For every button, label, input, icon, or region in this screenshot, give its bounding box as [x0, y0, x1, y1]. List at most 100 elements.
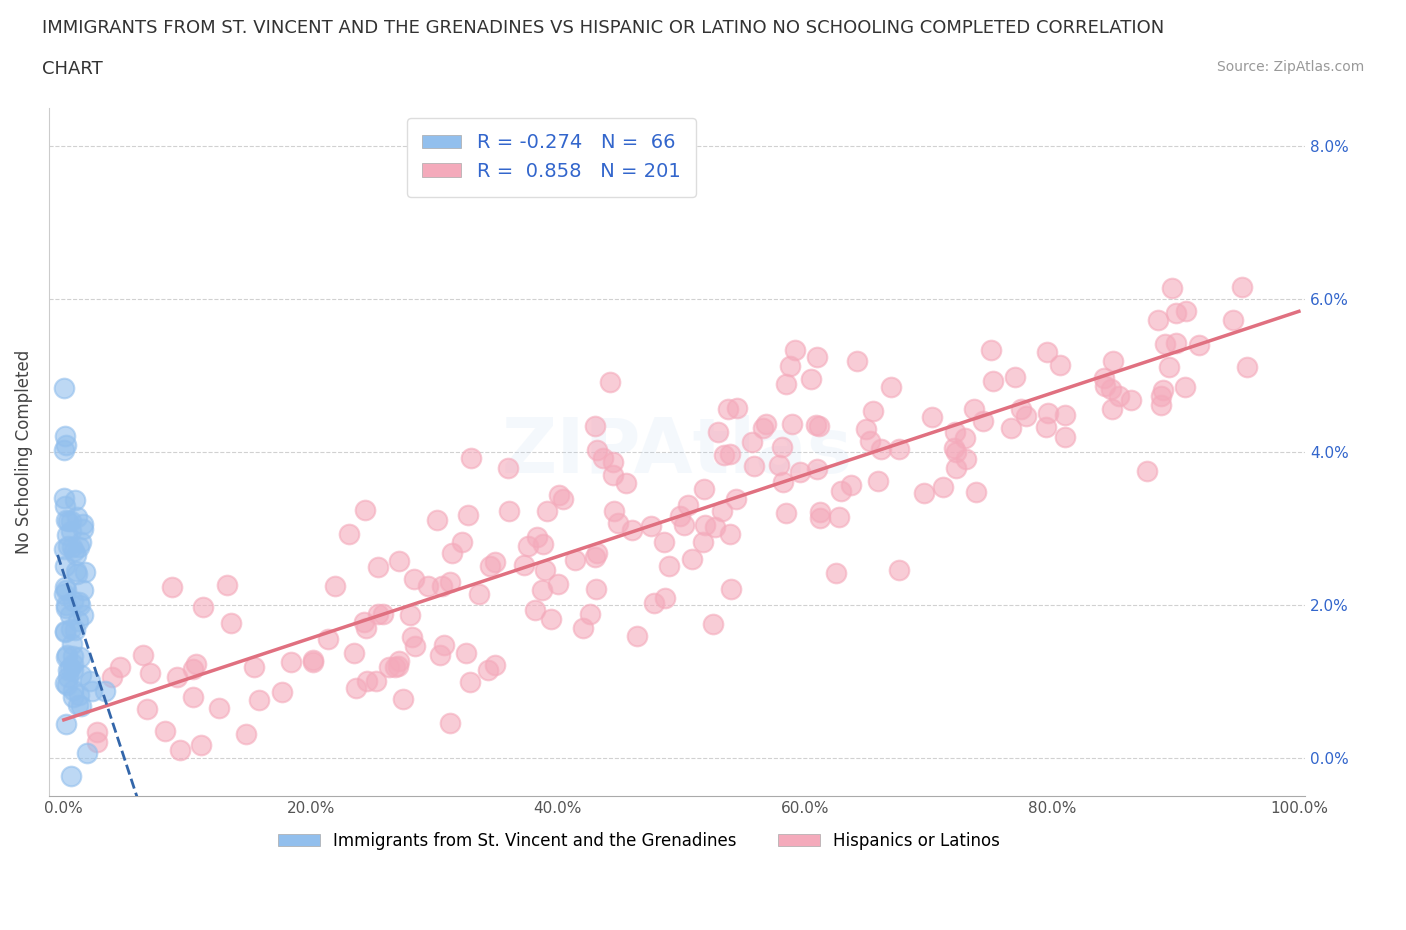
Point	[602, 455, 624, 470]
Point	[344, 680, 367, 695]
Point	[1014, 408, 1036, 423]
Point	[583, 550, 606, 565]
Point	[60, 524, 83, 538]
Point	[564, 552, 586, 567]
Point	[531, 537, 554, 551]
Point	[62, 690, 84, 705]
Point	[450, 535, 472, 550]
Point	[169, 743, 191, 758]
Point	[69, 598, 91, 613]
Point	[280, 655, 302, 670]
Point	[53, 442, 76, 457]
Point	[702, 617, 724, 631]
Point	[433, 637, 456, 652]
Point	[155, 724, 177, 738]
Point	[53, 541, 76, 556]
Point	[160, 579, 183, 594]
Point	[704, 519, 727, 534]
Point	[378, 659, 401, 674]
Point	[720, 581, 742, 596]
Point	[720, 446, 742, 461]
Point	[710, 503, 733, 518]
Point	[100, 670, 122, 684]
Point	[789, 464, 811, 479]
Point	[62, 649, 84, 664]
Point	[66, 698, 89, 712]
Point	[62, 657, 84, 671]
Point	[692, 535, 714, 550]
Point	[72, 522, 94, 537]
Point	[855, 421, 877, 436]
Point	[60, 768, 83, 783]
Point	[751, 420, 773, 435]
Point	[1102, 353, 1125, 368]
Point	[1154, 337, 1177, 352]
Point	[880, 379, 903, 394]
Point	[1036, 344, 1059, 359]
Point	[302, 655, 325, 670]
Point	[62, 663, 84, 678]
Point	[55, 583, 77, 598]
Point	[398, 607, 420, 622]
Point	[658, 558, 681, 573]
Point	[79, 673, 101, 688]
Point	[859, 433, 882, 448]
Point	[402, 571, 425, 586]
Point	[235, 726, 257, 741]
Point	[353, 615, 375, 630]
Point	[388, 653, 411, 668]
Point	[770, 439, 793, 454]
Point	[1146, 312, 1168, 327]
Point	[53, 580, 76, 595]
Point	[108, 659, 131, 674]
Point	[585, 582, 607, 597]
Point	[654, 591, 676, 605]
Point	[972, 414, 994, 429]
Point	[806, 350, 828, 365]
Point	[536, 504, 558, 519]
Point	[53, 587, 76, 602]
Point	[755, 417, 778, 432]
Point	[693, 482, 716, 497]
Point	[404, 639, 426, 654]
Point	[889, 563, 911, 578]
Point	[66, 510, 89, 525]
Point	[839, 478, 862, 493]
Point	[1164, 336, 1187, 351]
Point	[62, 683, 84, 698]
Point	[534, 563, 557, 578]
Point	[55, 528, 77, 543]
Point	[669, 509, 692, 524]
Point	[302, 653, 325, 668]
Point	[783, 342, 806, 357]
Point	[63, 622, 86, 637]
Point	[526, 529, 548, 544]
Point	[1222, 312, 1244, 327]
Point	[870, 442, 893, 457]
Point	[775, 505, 797, 520]
Point	[76, 746, 98, 761]
Point	[366, 673, 388, 688]
Point	[456, 645, 478, 660]
Point	[1121, 393, 1143, 408]
Point	[1108, 389, 1130, 404]
Point	[55, 437, 77, 452]
Point	[62, 593, 84, 608]
Point	[388, 553, 411, 568]
Point	[82, 684, 104, 698]
Point	[215, 578, 238, 592]
Point	[862, 404, 884, 418]
Point	[866, 473, 889, 488]
Point	[572, 620, 595, 635]
Point	[371, 607, 394, 622]
Point	[55, 647, 77, 662]
Point	[516, 538, 538, 553]
Point	[725, 401, 748, 416]
Point	[72, 516, 94, 531]
Point	[430, 578, 453, 593]
Point	[718, 527, 741, 542]
Point	[621, 523, 644, 538]
Point	[553, 491, 575, 506]
Legend: Immigrants from St. Vincent and the Grenadines, Hispanics or Latinos: Immigrants from St. Vincent and the Gren…	[271, 825, 1007, 857]
Point	[53, 558, 76, 573]
